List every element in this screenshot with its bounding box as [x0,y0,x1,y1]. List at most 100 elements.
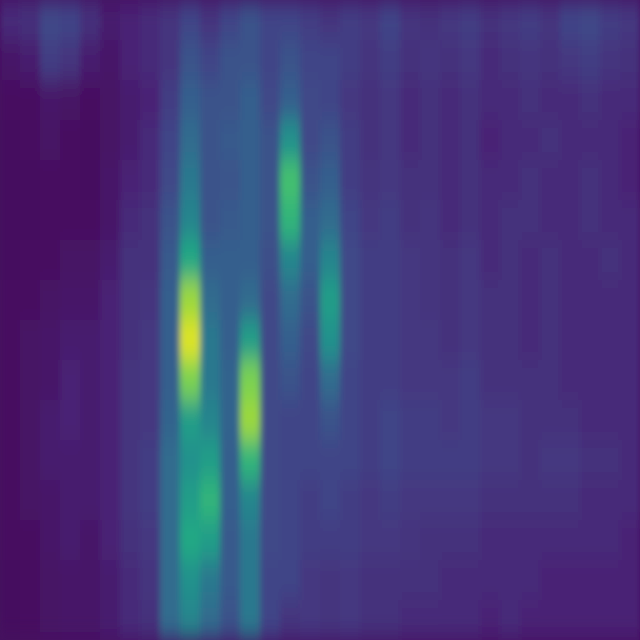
heatmap-cell [440,360,461,401]
heatmap-cell [320,80,341,121]
heatmap-cell [520,360,541,401]
heatmap-cell [460,280,481,321]
heatmap-cell [560,360,581,401]
heatmap-cell [80,280,101,321]
heatmap-cell [380,520,401,561]
heatmap-cell [140,480,161,521]
heatmap-cell [100,400,121,441]
heatmap-cell [140,440,161,481]
heatmap-cell [360,240,381,281]
heatmap-cell [80,160,101,201]
heatmap-cell [460,240,481,281]
heatmap-cell [600,560,621,601]
heatmap-cell [60,520,81,561]
heatmap-cell [260,520,281,561]
heatmap-cell [620,40,640,81]
heatmap-cell [440,40,461,81]
heatmap-cell [140,40,161,81]
heatmap-cell [420,560,441,601]
heatmap-cell [0,440,21,481]
heatmap-cell [320,240,341,281]
heatmap-cell [380,40,401,81]
heatmap-cell [480,120,501,161]
heatmap-cell [160,560,181,601]
heatmap-cell [160,40,181,81]
heatmap-cell [580,480,601,521]
heatmap-cell [240,320,261,361]
heatmap-cell [480,0,501,41]
heatmap-cell [220,240,241,281]
heatmap-cell [500,520,521,561]
heatmap-cell [180,520,201,561]
heatmap-cell [600,360,621,401]
heatmap-cell [180,240,201,281]
heatmap-cell [360,480,381,521]
heatmap-cell [600,40,621,81]
heatmap-cell [280,440,301,481]
heatmap-cell [380,440,401,481]
heatmap-cell [320,440,341,481]
heatmap-cell [500,480,521,521]
heatmap-cell [240,440,261,481]
heatmap-cell [500,240,521,281]
heatmap-cell [340,520,361,561]
heatmap-cell [120,600,141,640]
heatmap-cell [300,560,321,601]
heatmap-cell [60,120,81,161]
heatmap-cell [340,80,361,121]
heatmap-cell [280,280,301,321]
heatmap-cell [320,280,341,321]
heatmap-cell [200,440,221,481]
heatmap-cell [60,320,81,361]
heatmap-cell [500,80,521,121]
heatmap-cell [320,0,341,41]
heatmap-cell [120,400,141,441]
heatmap-cell [20,360,41,401]
heatmap-cell [40,120,61,161]
heatmap-cell [0,600,21,640]
heatmap-cell [280,400,301,441]
heatmap-cell [300,600,321,640]
heatmap-cell [500,0,521,41]
heatmap-cell [80,0,101,41]
heatmap-cell [40,520,61,561]
heatmap-cell [100,160,121,201]
heatmap-cell [120,520,141,561]
heatmap-cell [60,80,81,121]
heatmap-cell [580,200,601,241]
heatmap-cell [0,0,21,41]
heatmap-cell [540,160,561,201]
heatmap-cell [240,0,261,41]
heatmap-cell [300,360,321,401]
heatmap-cell [60,160,81,201]
heatmap-cell [260,400,281,441]
heatmap-cell [520,120,541,161]
heatmap-cell [200,320,221,361]
heatmap-cell [580,560,601,601]
heatmap-cell [380,600,401,640]
heatmap-cell [60,240,81,281]
heatmap-cell [620,560,640,601]
heatmap-cell [40,280,61,321]
heatmap-cell [280,80,301,121]
heatmap-cell [460,600,481,640]
heatmap-cell [360,80,381,121]
heatmap-cell [540,480,561,521]
heatmap-cell [280,0,301,41]
heatmap-cell [460,160,481,201]
heatmap-cell [0,320,21,361]
heatmap-cell [320,40,341,81]
heatmap-cell [280,560,301,601]
heatmap-cell [360,200,381,241]
heatmap-cell [440,0,461,41]
heatmap-cell [340,480,361,521]
heatmap-cell [280,40,301,81]
heatmap-cell [240,560,261,601]
heatmap-cell [40,440,61,481]
heatmap-cell [120,320,141,361]
heatmap-cell [100,200,121,241]
heatmap-cell [440,560,461,601]
heatmap-cell [400,360,421,401]
heatmap-cell [460,480,481,521]
heatmap-cell [180,120,201,161]
